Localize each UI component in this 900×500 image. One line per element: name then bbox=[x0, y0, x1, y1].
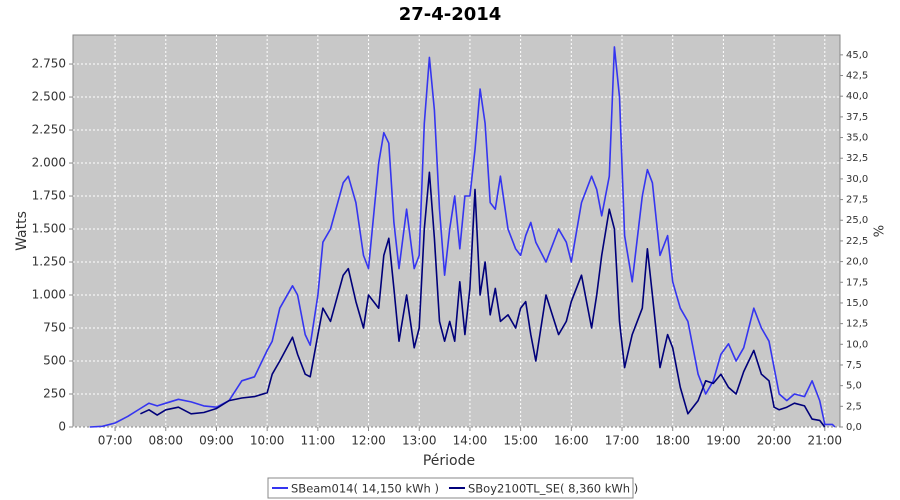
y2-tick-label: 20,0 bbox=[846, 257, 868, 268]
y-tick-label: 250 bbox=[43, 387, 66, 401]
y2-tick-label: 0,0 bbox=[846, 422, 862, 433]
x-tick-label: 10:00 bbox=[250, 434, 285, 448]
y-tick-label: 1.000 bbox=[32, 288, 66, 302]
y-tick-label: 1.250 bbox=[32, 255, 66, 269]
x-tick-label: 15:00 bbox=[503, 434, 538, 448]
y-tick-label: 2.250 bbox=[32, 123, 66, 137]
series-line bbox=[140, 171, 826, 428]
x-tick-label: 08:00 bbox=[148, 434, 183, 448]
x-tick-label: 12:00 bbox=[351, 434, 386, 448]
plot-area bbox=[72, 34, 841, 428]
x-tick-label: 21:00 bbox=[807, 434, 842, 448]
y2-tick-label: 12,5 bbox=[846, 319, 868, 330]
y2-tick-label: 37,5 bbox=[846, 112, 868, 123]
legend-label: SBeam014( 14,150 kWh ) bbox=[291, 482, 439, 496]
x-tick-label: 09:00 bbox=[199, 434, 234, 448]
y-tick-label: 750 bbox=[43, 321, 66, 335]
x-axis-label: Période bbox=[423, 453, 475, 469]
y2-tick-label: 35,0 bbox=[846, 133, 868, 144]
y-axis-label: Watts bbox=[14, 211, 30, 251]
y2-tick-label: 27,5 bbox=[846, 195, 868, 206]
y2-tick-label: 5,0 bbox=[846, 381, 862, 392]
y-tick-label: 1.750 bbox=[32, 189, 66, 203]
y2-tick-label: 22,5 bbox=[846, 236, 868, 247]
y-tick-label: 500 bbox=[43, 354, 66, 368]
series-line bbox=[89, 46, 836, 428]
x-tick-label: 14:00 bbox=[453, 434, 488, 448]
y-tick-label: 2.000 bbox=[32, 156, 66, 170]
x-tick-label: 11:00 bbox=[301, 434, 336, 448]
x-tick-label: 07:00 bbox=[98, 434, 133, 448]
x-tick-label: 18:00 bbox=[655, 434, 690, 448]
y2-tick-label: 42,5 bbox=[846, 71, 868, 82]
y2-tick-label: 32,5 bbox=[846, 153, 868, 164]
y2-tick-label: 2,5 bbox=[846, 401, 862, 412]
y-tick-label: 1.500 bbox=[32, 222, 66, 236]
y2-axis-label: % bbox=[873, 225, 888, 237]
y2-tick-label: 10,0 bbox=[846, 339, 868, 350]
y2-tick-label: 15,0 bbox=[846, 298, 868, 309]
y2-tick-label: 40,0 bbox=[846, 91, 868, 102]
y2-tick-label: 30,0 bbox=[846, 174, 868, 185]
y-tick-label: 0 bbox=[58, 420, 66, 434]
y-tick-label: 2.750 bbox=[32, 57, 66, 71]
y2-tick-label: 45,0 bbox=[846, 50, 868, 61]
chart-title: 27-4-2014 bbox=[399, 4, 502, 25]
x-tick-label: 19:00 bbox=[706, 434, 741, 448]
x-tick-label: 20:00 bbox=[757, 434, 792, 448]
y2-tick-label: 17,5 bbox=[846, 277, 868, 288]
legend-label: SBoy2100TL_SE( 8,360 kWh ) bbox=[468, 482, 638, 496]
y2-tick-label: 7,5 bbox=[846, 360, 862, 371]
x-tick-label: 17:00 bbox=[605, 434, 640, 448]
y-tick-label: 2.500 bbox=[32, 90, 66, 104]
x-tick-label: 16:00 bbox=[554, 434, 589, 448]
y2-tick-label: 25,0 bbox=[846, 215, 868, 226]
x-tick-label: 13:00 bbox=[402, 434, 437, 448]
